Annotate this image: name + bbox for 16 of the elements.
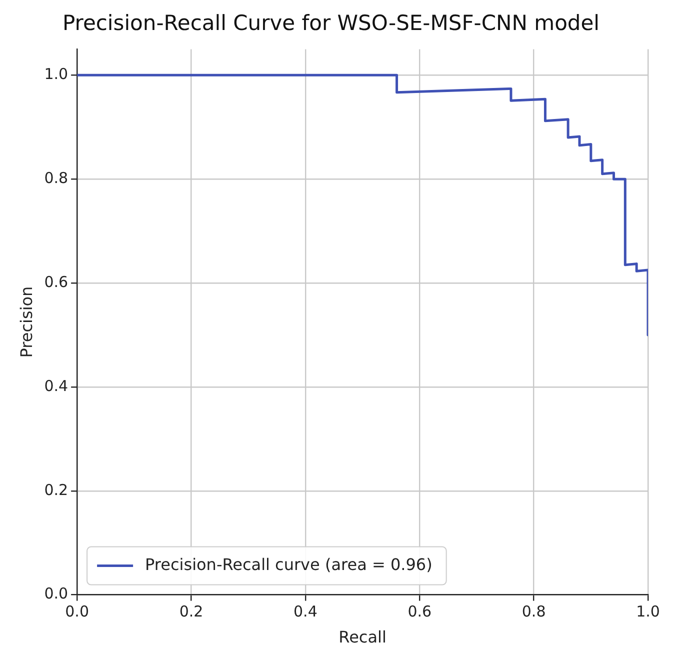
legend-label: Precision-Recall curve (area = 0.96) [145,554,432,574]
x-tick-label: 0.0 [65,602,89,621]
x-tick-label: 0.4 [294,602,318,621]
y-tick-label: 1.0 [44,65,68,84]
x-tick-label: 0.8 [522,602,546,621]
y-tick-label: 0.0 [44,584,68,603]
y-tick-label: 0.6 [44,272,68,291]
x-tick-label: 0.2 [179,602,204,621]
y-axis-title: Precision [16,286,36,358]
y-tick-label: 0.4 [44,376,68,395]
x-tick-label: 0.6 [408,602,432,621]
chart-title: Precision-Recall Curve for WSO-SE-MSF-CNN model [62,11,600,36]
x-tick-label: 1.0 [636,602,660,621]
y-tick-label: 0.2 [44,480,68,499]
y-tick-label: 0.8 [44,168,68,187]
x-axis-title: Recall [338,628,386,647]
